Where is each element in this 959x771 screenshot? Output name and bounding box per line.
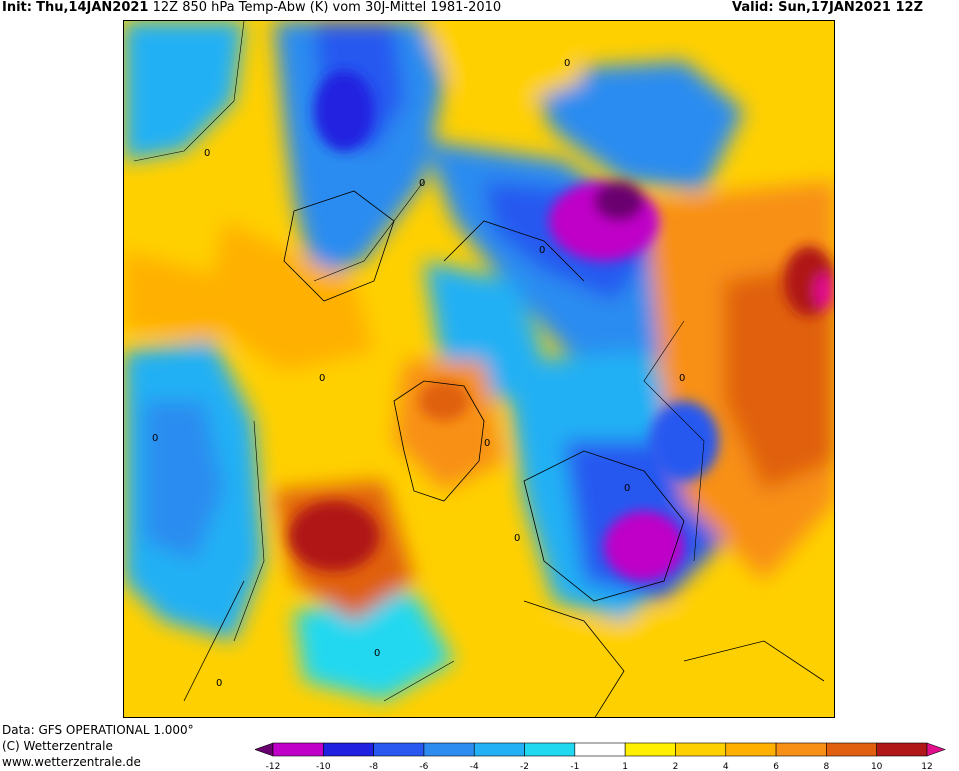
americas-coast (183, 580, 245, 702)
colorbar-tick-label: 8 (824, 762, 830, 771)
colorbar-segment (373, 742, 425, 757)
map-title: 850 hPa Temp-Abw (K) vom 30J-Mittel 1981… (182, 0, 502, 15)
anomaly-extremes (289, 71, 834, 581)
colorbar-segment (524, 742, 576, 757)
colorbar-segment (826, 742, 877, 757)
colorbar-segment (675, 742, 727, 757)
colorbar-tick-label: 1 (622, 762, 628, 771)
contour-label: 0 (419, 178, 425, 189)
contour-label: 0 (624, 483, 630, 494)
colorbar-tick-label: 12 (921, 762, 932, 771)
colorbar-segment (624, 742, 676, 757)
zero-contour (133, 21, 705, 702)
footer-data-source: Data: GFS OPERATIONAL 1.000° (2, 723, 194, 737)
coastlines (183, 190, 825, 717)
colorbar-segment (272, 742, 324, 757)
valid-date: Sun,17JAN2021 (778, 0, 891, 15)
footer-website: www.wetterzentrale.de (2, 755, 141, 769)
init-date: Thu,14JAN2021 (36, 0, 149, 15)
contour-label: 0 (484, 438, 490, 449)
colorbar: -12 -10 -8 -6 -4 -2 -1 1 2 4 6 8 10 12 (255, 741, 959, 771)
europe-coast (523, 450, 685, 602)
colorbar-tick-label: 2 (673, 762, 679, 771)
colorbar-tick-label: -2 (520, 762, 529, 771)
header-init: Init: Thu,14JAN2021 12Z 850 hPa Temp-Abw… (2, 0, 732, 18)
init-label: Init: (2, 0, 32, 15)
siberia-coast (443, 220, 585, 282)
contour-labels: 0 0 0 0 0 0 0 0 0 0 0 0 (152, 58, 685, 689)
header-valid: Valid: Sun,17JAN2021 12Z (732, 0, 957, 18)
colorbar-segment (574, 742, 626, 757)
colorbar-segment (926, 742, 946, 757)
colorbar-tick-label: 4 (723, 762, 729, 771)
valid-label: Valid: (732, 0, 774, 15)
contour-label: 0 (514, 533, 520, 544)
contour-label: 0 (204, 148, 210, 159)
arctic-islands-coast (283, 190, 395, 302)
colorbar-segment (423, 742, 475, 757)
colorbar-tick-label: 6 (773, 762, 779, 771)
footer-copyright: (C) Wetterzentrale (2, 739, 113, 753)
colorbar-segment (725, 742, 777, 757)
contour-label: 0 (679, 373, 685, 384)
contour-label: 0 (319, 373, 325, 384)
colorbar-segment (473, 742, 525, 757)
contour-label: 0 (564, 58, 570, 69)
colorbar-tick-label: 10 (871, 762, 883, 771)
colorbar-tick-label: -4 (470, 762, 479, 771)
valid-time: 12Z (895, 0, 924, 15)
contour-label: 0 (152, 433, 158, 444)
contour-label: 0 (374, 648, 380, 659)
colorbar-tick-label: -6 (419, 762, 428, 771)
contour-label: 0 (216, 678, 222, 689)
greenland-coast (393, 380, 485, 502)
colorbar-tick-label: -10 (316, 762, 331, 771)
colorbar-segment (323, 742, 374, 757)
colorbar-tick-label: -8 (369, 762, 378, 771)
colorbar-segment (255, 742, 274, 757)
colorbar-canvas: -12 -10 -8 -6 -4 -2 -1 1 2 4 6 8 10 12 (255, 742, 946, 771)
map-canvas: 0 0 0 0 0 0 0 0 0 0 0 0 (124, 21, 834, 717)
colorbar-segment (775, 742, 827, 757)
colorbar-tick-label: -12 (266, 762, 281, 771)
colorbar-tick-label: -1 (570, 762, 579, 771)
north-africa-coast (683, 640, 825, 682)
temperature-anomaly-map: 0 0 0 0 0 0 0 0 0 0 0 0 (123, 20, 835, 718)
contour-label: 0 (539, 245, 545, 256)
colorbar-segment (876, 742, 928, 757)
run-time: 12Z (152, 0, 179, 15)
iberia-coast (523, 600, 625, 717)
